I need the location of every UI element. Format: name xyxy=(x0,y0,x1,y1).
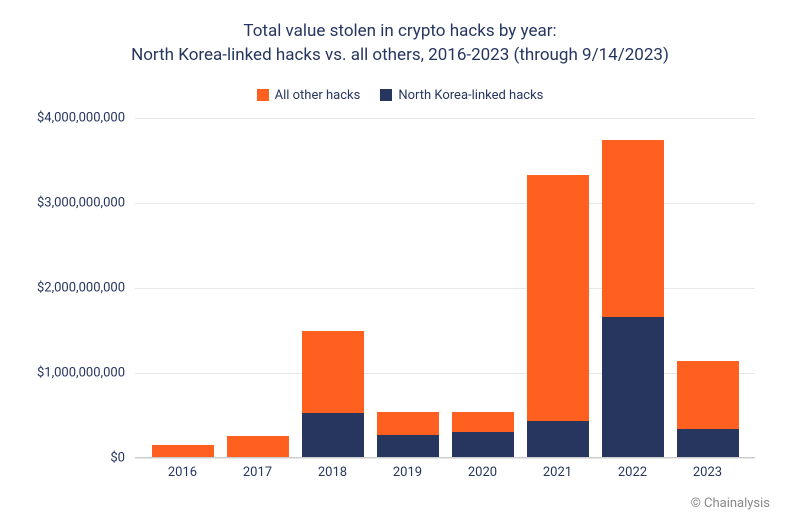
bar-group: 2022 xyxy=(602,118,664,458)
chart-title-line1: Total value stolen in crypto hacks by ye… xyxy=(243,21,556,41)
x-axis-label: 2021 xyxy=(543,465,572,480)
chart-area: $0$1,000,000,000$2,000,000,000$3,000,000… xyxy=(135,118,755,458)
bars-container: 20162017201820192020202120222023 xyxy=(135,118,755,458)
legend-swatch-nk xyxy=(380,89,392,101)
bar-segment-other xyxy=(527,175,589,421)
gridline xyxy=(135,458,755,459)
bar-segment-other xyxy=(227,436,289,457)
x-axis-label: 2016 xyxy=(168,465,197,480)
bar-group: 2016 xyxy=(152,118,214,458)
x-axis-label: 2020 xyxy=(468,465,497,480)
legend-item-nk: North Korea-linked hacks xyxy=(380,88,543,103)
bar-segment-nk xyxy=(302,413,364,457)
bar-segment-nk xyxy=(452,432,514,458)
bar-segment-other xyxy=(452,412,514,432)
bar-segment-other xyxy=(377,412,439,435)
x-axis-baseline xyxy=(135,457,755,458)
bar-group: 2017 xyxy=(227,118,289,458)
bar-group: 2020 xyxy=(452,118,514,458)
y-axis-label: $1,000,000,000 xyxy=(30,365,125,380)
x-axis-label: 2023 xyxy=(693,465,722,480)
x-axis-label: 2018 xyxy=(318,465,347,480)
y-axis-label: $2,000,000,000 xyxy=(30,280,125,295)
y-axis-label: $0 xyxy=(30,450,125,465)
bar-segment-nk xyxy=(377,435,439,458)
bar-segment-nk xyxy=(602,317,664,457)
chart-title-line2: North Korea-linked hacks vs. all others,… xyxy=(131,45,669,65)
x-axis-label: 2022 xyxy=(618,465,647,480)
bar-group: 2021 xyxy=(527,118,589,458)
bar-group: 2023 xyxy=(677,118,739,458)
bar-group: 2019 xyxy=(377,118,439,458)
legend-label-other: All other hacks xyxy=(275,88,361,103)
bar-group: 2018 xyxy=(302,118,364,458)
bar-segment-nk xyxy=(527,421,589,458)
bar-segment-other xyxy=(677,361,739,429)
y-axis-label: $3,000,000,000 xyxy=(30,195,125,210)
x-axis-label: 2019 xyxy=(393,465,422,480)
bar-segment-nk xyxy=(677,429,739,458)
x-axis-label: 2017 xyxy=(243,465,272,480)
y-axis-label: $4,000,000,000 xyxy=(30,110,125,125)
legend-swatch-other xyxy=(257,89,269,101)
legend-label-nk: North Korea-linked hacks xyxy=(398,88,543,103)
legend: All other hacks North Korea-linked hacks xyxy=(30,88,770,103)
bar-segment-other xyxy=(602,140,664,318)
bar-segment-other xyxy=(302,331,364,413)
legend-item-other: All other hacks xyxy=(257,88,361,103)
chart-title: Total value stolen in crypto hacks by ye… xyxy=(30,20,770,68)
credit-text: © Chainalysis xyxy=(691,496,770,511)
